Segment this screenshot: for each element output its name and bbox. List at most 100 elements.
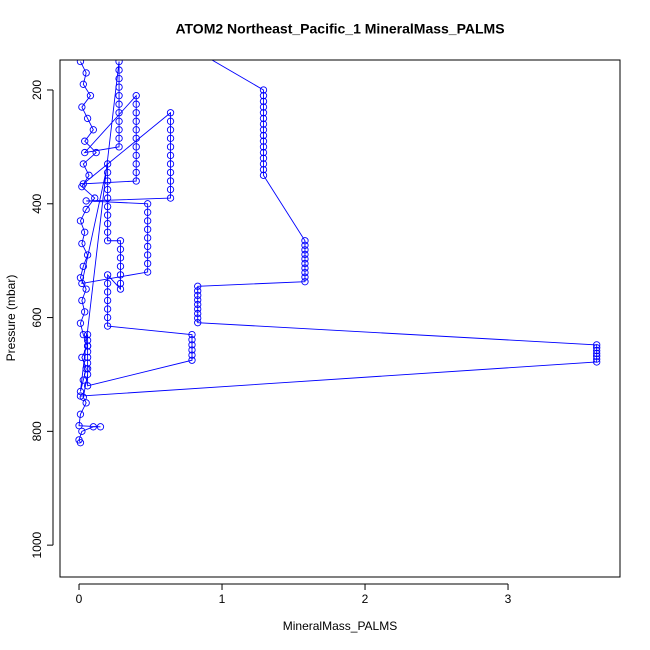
data-point [166,151,175,160]
data-point [115,143,123,151]
data-point [188,341,196,349]
data-point [103,194,112,202]
data-point [259,171,268,179]
data-point [593,358,601,366]
y-tick-label: 600 [30,307,44,327]
data-point [116,279,125,288]
data-point [301,237,309,245]
data-point [259,97,268,106]
data-point [103,271,112,279]
data-point [132,100,140,108]
data-point [166,194,175,202]
data-point [188,336,196,344]
data-point [259,137,268,145]
data-point [115,117,123,125]
data-point [76,410,85,418]
data-point [115,74,123,83]
data-point [593,352,601,360]
data-point [259,126,268,134]
data-point [166,143,175,151]
data-point [301,273,309,281]
data-point [103,313,112,322]
data-point [78,239,86,248]
data-point [301,259,309,268]
data-point [82,399,90,407]
data-point [132,160,140,168]
data-point [116,254,125,262]
data-point [301,268,309,277]
data-point [83,370,92,379]
data-point [82,69,90,77]
data-point [83,359,92,367]
plot-box [59,59,621,578]
data-point [115,109,123,117]
data-point [259,86,268,94]
data-point [76,319,85,327]
data-point [92,148,100,157]
data-point [103,168,112,177]
data-point [194,314,202,322]
y-tick-label: 1000 [30,531,44,558]
data-point [301,246,309,254]
data-point [115,92,123,100]
data-point [96,423,105,431]
data-point [89,126,97,134]
plot-area [75,60,601,447]
data-point [83,353,92,362]
data-point [166,185,175,194]
x-tick-label: 2 [362,592,369,606]
data-point [103,185,112,194]
data-point [103,305,112,313]
data-point [115,100,123,108]
data-point [259,120,268,128]
data-point [166,160,175,168]
data-point [103,322,112,330]
data-point [81,308,89,316]
data-point [78,279,86,288]
data-point [116,271,125,279]
data-point [194,296,202,304]
data-point [85,171,93,179]
data-point [259,109,268,117]
data-point [103,279,112,288]
data-point [76,392,85,400]
data-point [166,117,175,125]
data-point [132,126,140,134]
data-point [76,60,85,66]
data-point [83,382,92,390]
y-tick-label: 200 [30,80,44,100]
data-point [593,344,601,352]
data-point [259,131,268,140]
data-point [78,427,86,436]
data-point [188,330,196,339]
data-point [259,160,268,168]
x-axis-label: MineralMass_PALMS [283,619,397,633]
data-point [144,259,152,268]
data-point [188,356,196,364]
data-point [301,241,309,249]
data-point [89,423,97,431]
data-point [83,114,92,123]
data-point [75,422,83,430]
data-point [144,242,152,251]
data-point [144,234,152,242]
data-point [593,341,601,349]
data-point [194,305,202,313]
data-point [79,160,87,168]
data-point [301,250,309,259]
data-point [82,205,90,214]
x-tick-label: 1 [219,592,226,606]
y-axis-label: Pressure (mbar) [4,275,18,362]
data-point [91,194,99,202]
data-point [301,255,309,263]
data-point [259,92,268,100]
data-point [132,117,140,125]
data-point [194,291,202,300]
data-point [76,439,85,447]
data-point [115,134,123,142]
data-point [144,208,152,216]
data-point [144,268,152,276]
data-point [76,274,85,282]
data-point [76,217,85,225]
data-point [82,285,90,293]
